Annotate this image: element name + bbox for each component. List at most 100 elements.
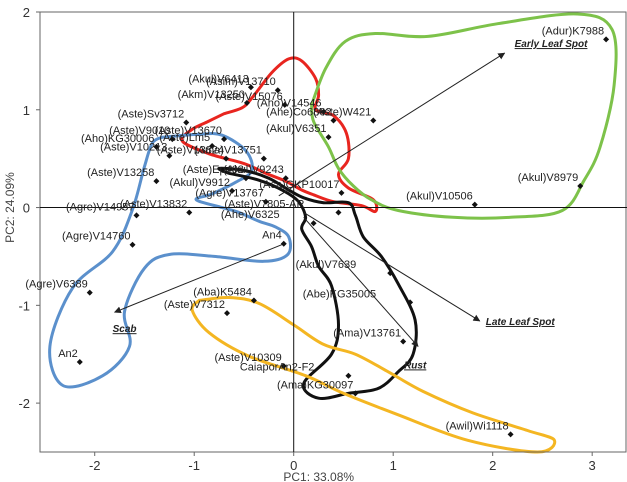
data-point-label: (Ama)V13751: [194, 145, 262, 157]
data-point-label: (Agre)V14957: [66, 201, 135, 213]
trait-vector-arrow: [303, 217, 419, 347]
y-tick-label: -1: [18, 298, 30, 313]
data-point-label: (Aba)K5484: [193, 286, 252, 298]
data-point-label: (Aste)V10309: [214, 352, 281, 364]
data-point-label: An4: [262, 230, 282, 242]
data-point-marker: [169, 136, 176, 143]
data-point-label: (Aste)V13824: [157, 145, 224, 157]
data-point-marker: [229, 187, 236, 194]
data-point-marker: [153, 178, 160, 185]
data-point-label: (Akul)V6413: [188, 73, 249, 85]
data-point-marker: [577, 183, 584, 190]
data-point-label: (Ama)V13761: [333, 328, 401, 340]
data-point-marker: [338, 189, 345, 196]
data-point-label: (Aste)Sv3712: [118, 108, 185, 120]
data-point-marker: [330, 117, 337, 124]
data-point-label: (Aho)V14546: [257, 98, 322, 110]
data-point-label: (Asim)V13710: [206, 76, 276, 88]
data-point-marker: [166, 152, 173, 159]
trait-vector-arrow: [278, 52, 506, 197]
data-point-label: (Agre)V13767: [195, 188, 264, 200]
x-tick-label: 0: [290, 458, 297, 473]
data-point-marker: [603, 36, 610, 43]
data-point-marker: [281, 101, 288, 108]
data-point-marker: [221, 136, 228, 143]
data-point-label: (Aste)V13258: [87, 167, 154, 179]
cluster-outline-5: [190, 295, 557, 454]
cluster-outline-4: [217, 166, 418, 401]
data-point-label: CaiaporAn2-F2: [240, 362, 315, 374]
trait-vector-label: Early Leaf Spot: [515, 39, 588, 50]
x-axis-title: PC1: 33.08%: [283, 470, 354, 482]
data-point-marker: [335, 209, 342, 216]
data-point-label: (Adur)K7988: [542, 25, 604, 37]
data-point-marker: [471, 201, 478, 208]
data-point-marker: [325, 134, 332, 141]
data-point-marker: [129, 241, 136, 248]
data-point-marker: [86, 289, 93, 296]
data-point-label: (Ahe)Co6862: [266, 107, 331, 119]
data-point-label: (Aste)Ep408: [183, 164, 244, 176]
data-point-label: (Agre)V14760: [62, 231, 131, 243]
data-point-marker: [243, 99, 250, 106]
data-point-label: (Aste)W421: [313, 107, 371, 119]
x-tick-label: -1: [188, 458, 200, 473]
x-tick-label: 2: [489, 458, 496, 473]
data-point-label: (Aste)V7805-AR: [224, 198, 304, 210]
data-point-label: (Akul)V7639: [296, 259, 357, 271]
trait-vector-label: Scab: [113, 324, 137, 335]
data-point-marker: [280, 240, 287, 247]
x-tick-label: 1: [390, 458, 397, 473]
data-point-marker: [250, 297, 257, 304]
cluster-outline-2: [310, 12, 618, 220]
data-point-marker: [370, 117, 377, 124]
data-point-label: (Aste)Lm5: [159, 132, 210, 144]
data-point-label: (Akm)V13250: [178, 89, 245, 101]
data-point-marker: [262, 198, 269, 205]
data-point-label: (Aste)V10213: [100, 142, 167, 154]
data-point-marker: [282, 175, 289, 182]
data-point-marker: [76, 359, 83, 366]
x-tick-label: 3: [589, 458, 596, 473]
y-axis-title: PC2: 24.09%: [3, 172, 17, 243]
data-point-label: (Akul)V6351: [266, 123, 327, 135]
data-point-label: (Akul)V8979: [518, 172, 579, 184]
data-point-marker: [274, 87, 281, 94]
data-point-marker: [186, 209, 193, 216]
data-point-marker: [183, 119, 190, 126]
data-point-label: (Aste)V9010: [109, 125, 170, 137]
x-tick-label: -2: [89, 458, 101, 473]
data-point-label: (Aste)V13670: [155, 125, 222, 137]
data-point-label: (Agre)V6389: [25, 279, 87, 291]
data-point-label: (Aste)V15076: [215, 91, 282, 103]
data-point-marker: [223, 155, 230, 162]
data-point-label: (Aste)V13832: [120, 198, 187, 210]
data-point-label: (Aste)V7312: [164, 299, 225, 311]
data-point-label: (Awil)Wi1118: [446, 420, 509, 432]
data-point-marker: [387, 270, 394, 277]
data-point-marker: [320, 108, 327, 115]
axes: -2 -1 0 1 2 3 -2 -1 0 1 2: [18, 5, 627, 473]
trait-vector-arrow: [113, 244, 282, 314]
y-tick-label: 1: [23, 103, 30, 118]
trait-vector-label: Late Leaf Spot: [486, 317, 556, 328]
data-point-marker: [153, 143, 160, 150]
data-point-label: An2: [58, 348, 78, 360]
trait-vectors: Early Leaf Spot Late Leaf Spot Rust Scab: [113, 39, 588, 371]
data-point-marker: [242, 175, 249, 182]
trait-vector-arrow: [303, 212, 481, 322]
data-point-marker: [247, 84, 254, 91]
data-point-label: (Abe)KG35005: [303, 288, 376, 300]
data-point-marker: [400, 338, 407, 345]
data-point-marker: [352, 390, 359, 397]
data-point-marker: [133, 212, 140, 219]
data-point-marker: [224, 310, 231, 317]
data-point-label: (Akul)V9912: [169, 177, 230, 189]
y-tick-label: 0: [23, 201, 30, 216]
data-point-marker: [310, 220, 317, 227]
data-point-label: (Ahe)V6325: [221, 209, 280, 221]
data-point-marker: [260, 155, 267, 162]
data-point-marker: [407, 299, 414, 306]
data-points: (Adur)K7988 (Akul)V8979 (Akul)V10506 (Akul)…: [25, 25, 610, 438]
data-point-marker: [507, 431, 514, 438]
